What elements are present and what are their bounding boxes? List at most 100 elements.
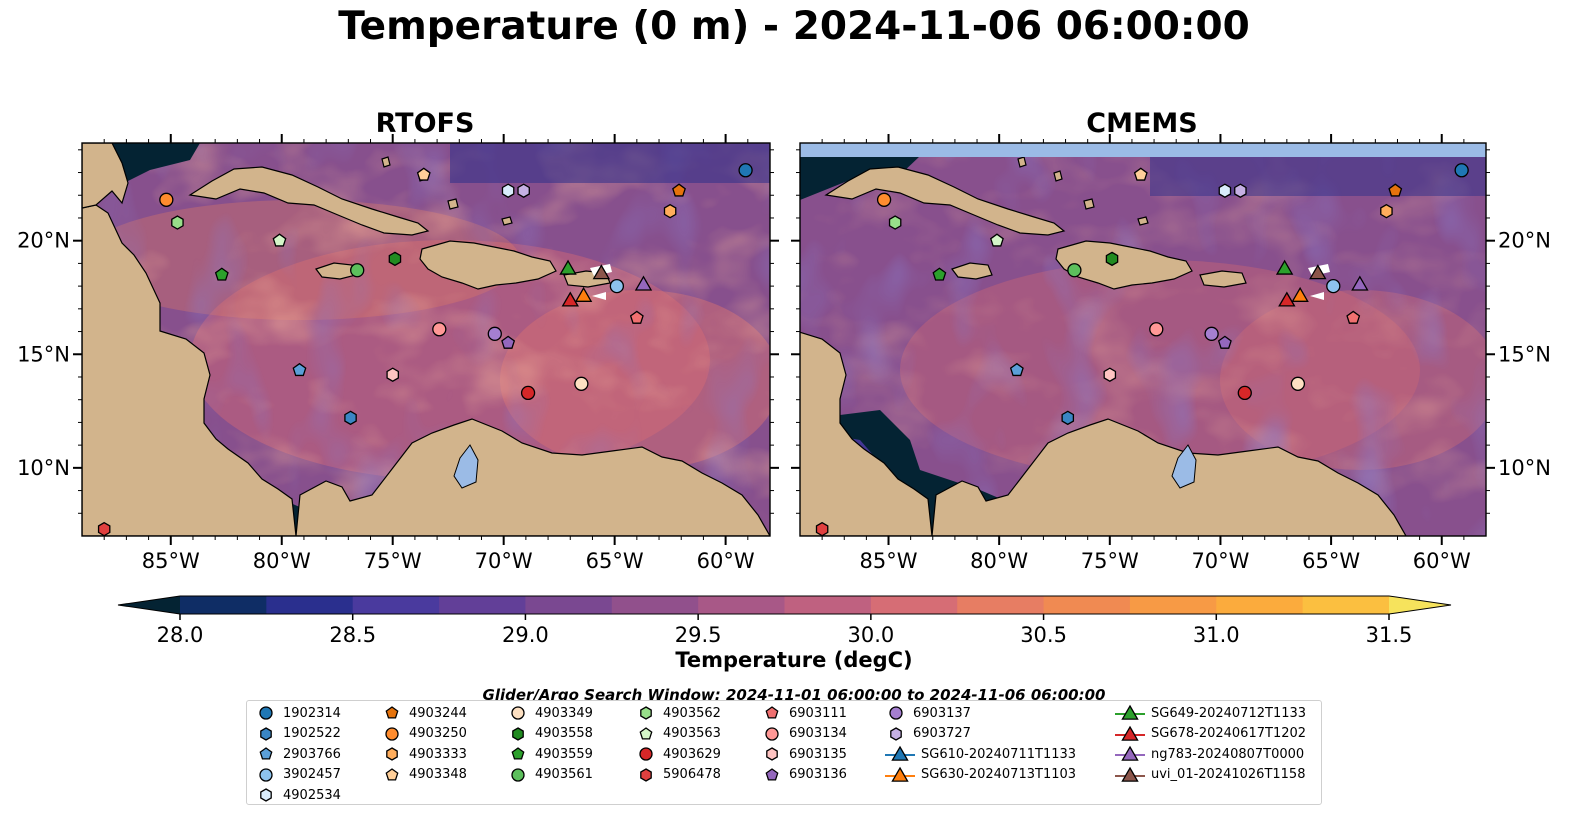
- colorbar: 28.0 28.5 29.0 29.5 30.0 30.5 31.0 31.5: [117, 595, 1452, 647]
- marker-SG630: [1291, 286, 1309, 302]
- legend-marker: [765, 767, 779, 781]
- legend-circle-icon: [511, 706, 525, 720]
- legend-label: uvi_01-20241026T1158: [1151, 767, 1306, 783]
- map-rtofs: [82, 143, 770, 536]
- legend-label: 6903135: [789, 746, 847, 762]
- legend-marker: [1121, 745, 1139, 762]
- legend-item: ng783-20240807T0000: [1115, 744, 1306, 765]
- legend-marker: [1121, 725, 1139, 741]
- legend-column: SG649-20240712T1133 SG678-20240617T1202 ng…: [1115, 703, 1306, 785]
- legend-label: 6903727: [913, 726, 971, 742]
- legend-item: 6903136: [761, 765, 847, 786]
- legend-marker: [512, 726, 524, 741]
- marker-4903244: [672, 183, 686, 197]
- legend-triangle-icon: [1115, 725, 1145, 741]
- legend-item: 1902522: [255, 724, 341, 745]
- legend-marker: [259, 768, 273, 782]
- legend: 1902314 1902522 2903766 3902457 4902534 49032…: [246, 700, 1322, 805]
- legend-marker: [259, 747, 273, 760]
- marker-4903563: [990, 233, 1004, 247]
- legend-item: SG610-20240711T1133: [885, 744, 1076, 765]
- legend-pentagon-icon: [765, 767, 779, 781]
- marker-1902522: [1061, 410, 1075, 426]
- marker-4903559: [214, 267, 229, 281]
- colorbar-segment: [266, 596, 354, 614]
- x-tick-label: 60°W: [1413, 549, 1471, 573]
- legend-column: 4903349 4903558 4903559 4903561: [507, 703, 593, 785]
- colorbar-segment: [698, 596, 785, 614]
- marker-6903135: [386, 367, 399, 382]
- legend-marker: [1121, 766, 1139, 782]
- legend-marker: [889, 706, 903, 720]
- colorbar-tick-label: 29.0: [502, 623, 549, 647]
- panel-title-cmems: CMEMS: [1086, 108, 1198, 139]
- y-tick-label: 15°N: [17, 342, 70, 366]
- x-tick-label: 85°W: [860, 549, 918, 573]
- legend-label: 5906478: [663, 767, 721, 783]
- legend-label: 4902534: [283, 787, 341, 803]
- legend-hexagon-icon: [640, 767, 652, 782]
- legend-circle-icon: [511, 768, 525, 782]
- legend-item: 2903766: [255, 744, 341, 765]
- x-tick-label: 75°W: [364, 549, 422, 573]
- legend-label: 6903111: [789, 705, 847, 721]
- marker-SG649: [559, 259, 577, 275]
- marker-4903250a: [159, 192, 174, 207]
- marker-SG630: [574, 286, 593, 302]
- legend-item: 6903111: [761, 703, 847, 724]
- marker-4903250a: [876, 192, 892, 207]
- legend-marker: [766, 747, 778, 762]
- legend-label: 1902314: [283, 705, 341, 721]
- legend-column: 4903244 4903250 4903333 4903348: [381, 703, 467, 785]
- y-tick-label: 10°N: [17, 456, 70, 480]
- legend-label: 6903134: [789, 726, 847, 742]
- marker-4903559: [932, 267, 947, 281]
- marker-4903333: [663, 203, 677, 219]
- legend-item: 6903134: [761, 724, 847, 745]
- legend-item: 6903727: [885, 724, 1076, 745]
- marker-4902534: [501, 183, 515, 198]
- x-tick-label: 70°W: [1191, 549, 1249, 573]
- legend-item: 4903244: [381, 703, 467, 724]
- legend-item: 4903349: [507, 703, 593, 724]
- y-tick-label: 10°N: [1498, 456, 1551, 480]
- colorbar-tick-label: 28.0: [157, 623, 204, 647]
- search-window-note: Glider/Argo Search Window: 2024-11-01 06…: [482, 686, 1106, 704]
- marker-4903348: [1133, 167, 1148, 181]
- marker-5906478: [97, 521, 111, 537]
- legend-pentagon-icon: [259, 747, 273, 760]
- legend-triangle-icon: [1115, 766, 1145, 782]
- legend-triangle-icon: [1115, 745, 1145, 762]
- legend-item: 6903135: [761, 744, 847, 765]
- marker-6903111: [629, 310, 644, 324]
- legend-item: 4902534: [255, 785, 341, 806]
- marker-1902314: [738, 163, 753, 178]
- colorbar-tick-label: 28.5: [329, 623, 376, 647]
- marker-SG649: [1275, 259, 1294, 275]
- marker-4902534: [1218, 183, 1232, 198]
- legend-marker: [765, 706, 779, 719]
- x-tick-label: 75°W: [1081, 549, 1139, 573]
- legend-triangle-icon: [885, 745, 915, 762]
- legend-marker: [385, 727, 399, 741]
- legend-marker: [891, 766, 909, 782]
- legend-marker: [260, 788, 272, 803]
- legend-hexagon-icon: [386, 747, 398, 762]
- legend-item: 3902457: [255, 765, 341, 786]
- colorbar-segment: [784, 596, 872, 614]
- marker-SG678: [561, 291, 579, 307]
- legend-column: 6903137 6903727 SG610-20240711T1133 SG630-2…: [885, 703, 1076, 785]
- x-tick-label: 80°W: [970, 549, 1028, 573]
- marker-4903349: [1290, 376, 1306, 391]
- marker-3902457: [1326, 278, 1341, 294]
- legend-pentagon-icon: [639, 726, 653, 740]
- legend-column: 4903562 4903563 4903629 5906478: [635, 703, 721, 785]
- legend-column: 1902314 1902522 2903766 3902457 4902534: [255, 703, 341, 806]
- colorbar-segment: [611, 596, 699, 614]
- marker-uvi_01: [592, 264, 611, 280]
- marker-uvi_01: [1309, 264, 1327, 280]
- colorbar-label: Temperature (degC): [675, 648, 913, 672]
- legend-pentagon-icon: [511, 747, 525, 760]
- marker-4903558: [1105, 251, 1119, 267]
- marker-4903561: [350, 263, 365, 278]
